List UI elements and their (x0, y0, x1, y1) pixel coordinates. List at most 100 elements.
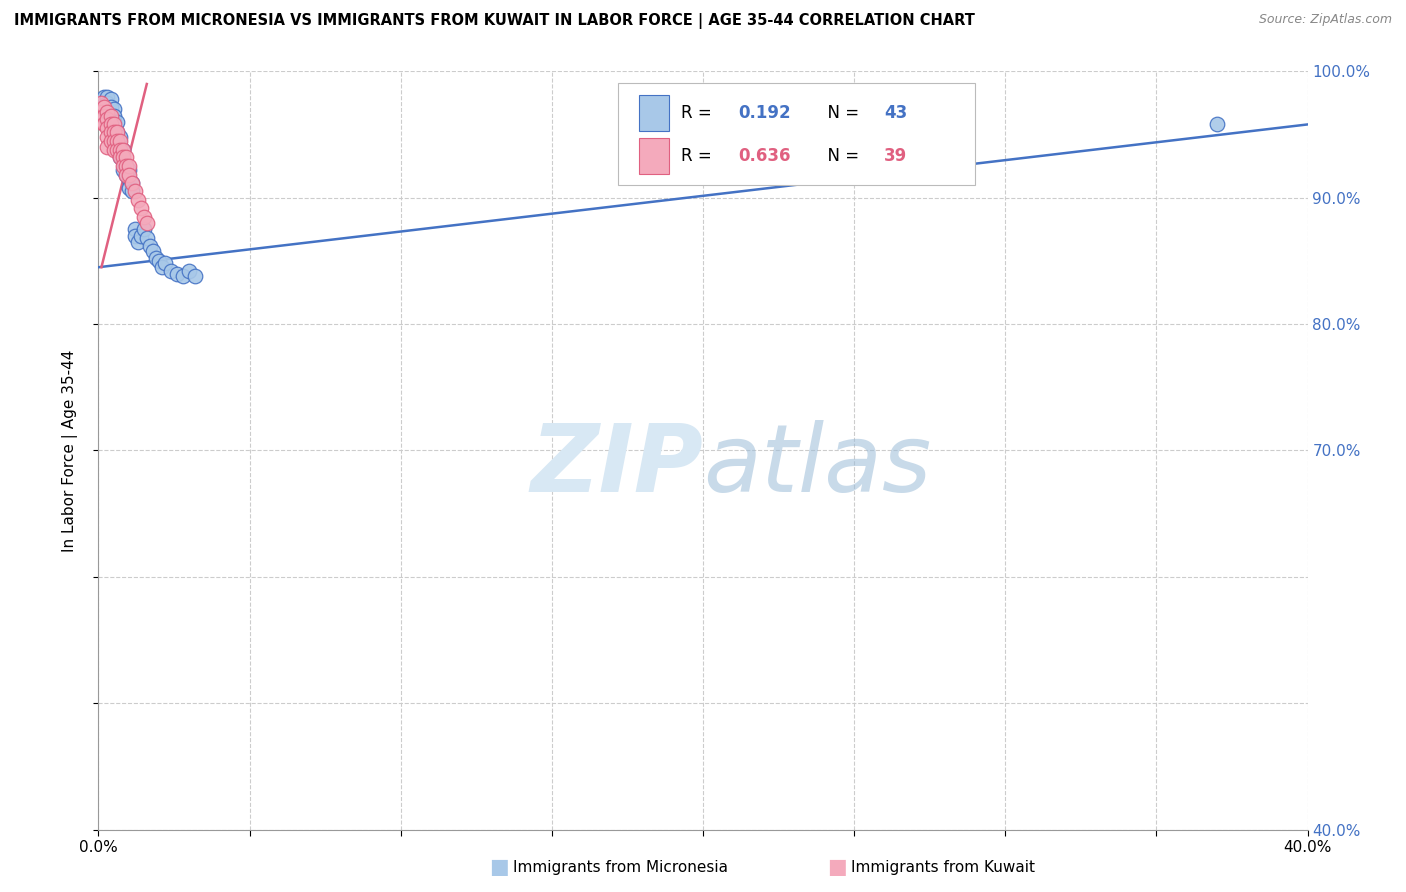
Text: 43: 43 (884, 104, 908, 122)
Point (100, 100, 122, 114)
Point (111, 143, 134, 157)
Point (121, 176, 143, 190)
Text: N =: N = (817, 146, 865, 165)
Point (96, 121, 118, 136)
FancyBboxPatch shape (619, 83, 976, 186)
Point (124, 228, 146, 243)
Point (129, 201, 152, 215)
Point (142, 244, 165, 258)
Text: 0.192: 0.192 (738, 104, 790, 122)
Point (103, 118, 125, 132)
Text: Source: ZipAtlas.com: Source: ZipAtlas.com (1258, 13, 1392, 27)
Point (121, 185, 143, 199)
Point (129, 228, 152, 243)
Point (118, 168, 141, 182)
Y-axis label: In Labor Force | Age 35-44: In Labor Force | Age 35-44 (62, 350, 77, 551)
Point (873, 153, 896, 167)
Point (118, 159, 141, 173)
Point (103, 143, 125, 157)
Point (114, 150, 136, 164)
Point (148, 254, 170, 268)
Point (111, 163, 134, 178)
Point (184, 269, 207, 284)
Point (103, 125, 125, 139)
Point (124, 185, 146, 199)
Point (111, 143, 134, 157)
Point (100, 134, 122, 148)
Point (111, 159, 134, 173)
Point (114, 168, 136, 182)
Point (135, 216, 157, 230)
Point (108, 150, 131, 164)
Point (111, 150, 134, 164)
Point (103, 109, 125, 123)
Point (108, 140, 131, 154)
Point (105, 125, 128, 139)
Point (108, 150, 131, 164)
Point (108, 130, 131, 145)
Point (100, 118, 122, 132)
Text: N =: N = (817, 104, 865, 122)
Point (114, 159, 136, 173)
Point (100, 109, 122, 123)
Point (139, 239, 162, 253)
Text: R =: R = (682, 104, 717, 122)
Point (172, 269, 194, 284)
Point (145, 252, 167, 266)
Text: 39: 39 (884, 146, 908, 165)
Point (121, 176, 143, 190)
Text: IMMIGRANTS FROM MICRONESIA VS IMMIGRANTS FROM KUWAIT IN LABOR FORCE | AGE 35-44 : IMMIGRANTS FROM MICRONESIA VS IMMIGRANTS… (14, 13, 974, 29)
Point (114, 168, 136, 182)
Point (105, 125, 128, 139)
Point (96, 89, 118, 103)
Point (108, 143, 131, 157)
Text: ■: ■ (489, 857, 509, 877)
Bar (638, 95, 669, 131)
Point (103, 134, 125, 148)
Point (90, 104, 112, 119)
Point (96, 104, 118, 119)
Text: 0.636: 0.636 (738, 146, 790, 165)
Point (114, 159, 136, 173)
Point (105, 134, 128, 148)
Point (93, 109, 115, 123)
Point (103, 115, 125, 129)
Text: Immigrants from Micronesia: Immigrants from Micronesia (513, 860, 728, 874)
Point (90, 115, 112, 129)
Point (160, 264, 183, 278)
Point (105, 115, 128, 129)
Point (111, 153, 134, 167)
Point (96, 130, 118, 145)
Bar (638, 137, 669, 174)
Point (105, 134, 128, 148)
Point (153, 256, 176, 270)
Text: atlas: atlas (703, 420, 931, 511)
Text: ■: ■ (827, 857, 846, 877)
Point (179, 264, 201, 278)
Point (96, 95, 118, 110)
Point (127, 235, 149, 249)
Point (103, 103, 125, 117)
Point (118, 171, 141, 186)
Point (93, 118, 115, 132)
Point (100, 92, 122, 106)
Point (166, 267, 188, 281)
Point (100, 125, 122, 139)
Text: R =: R = (682, 146, 717, 165)
Point (93, 89, 115, 103)
Point (1206, 118, 1229, 132)
Point (93, 100, 115, 114)
Text: ZIP: ZIP (530, 419, 703, 512)
Point (135, 231, 157, 245)
Point (96, 140, 118, 154)
Point (105, 143, 128, 157)
Point (132, 210, 155, 224)
Point (90, 95, 112, 110)
Point (132, 222, 155, 236)
Point (124, 222, 146, 236)
Point (127, 194, 149, 208)
Text: Immigrants from Kuwait: Immigrants from Kuwait (851, 860, 1035, 874)
Point (150, 260, 173, 275)
Point (118, 163, 141, 178)
Point (108, 134, 131, 148)
